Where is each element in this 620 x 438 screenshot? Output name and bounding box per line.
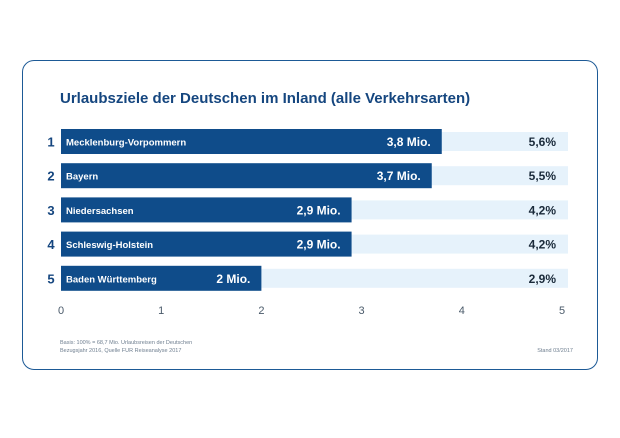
rank-label: 3 bbox=[47, 203, 54, 218]
value-label: 2,9 Mio. bbox=[297, 238, 341, 252]
category-label: Schleswig-Holstein bbox=[66, 240, 153, 251]
rank-label: 4 bbox=[47, 237, 55, 252]
value-label: 3,7 Mio. bbox=[377, 169, 421, 183]
footnote-basis: Basis: 100% = 68,7 Mio. Urlaubsreisen de… bbox=[60, 340, 193, 346]
rank-label: 2 bbox=[47, 169, 54, 184]
x-tick-label: 3 bbox=[359, 305, 365, 317]
x-tick-label: 4 bbox=[459, 305, 465, 317]
percent-label: 5,5% bbox=[529, 169, 557, 183]
value-label: 2,9 Mio. bbox=[297, 203, 341, 217]
data-bar bbox=[61, 163, 432, 189]
x-tick-label: 2 bbox=[258, 305, 264, 317]
category-label: Mecklenburg-Vorpommern bbox=[66, 138, 186, 149]
data-bar bbox=[61, 265, 262, 291]
chart-title: Urlaubsziele der Deutschen im Inland (al… bbox=[60, 90, 471, 107]
data-bar bbox=[61, 231, 352, 257]
footnote: Basis: 100% = 68,7 Mio. Urlaubsreisen de… bbox=[60, 339, 192, 355]
x-tick-label: 5 bbox=[559, 305, 565, 317]
percent-label: 4,2% bbox=[529, 203, 557, 217]
data-bar bbox=[61, 129, 442, 154]
rank-label: 5 bbox=[47, 271, 54, 286]
percent-label: 4,2% bbox=[529, 238, 557, 252]
data-bar bbox=[61, 197, 352, 223]
value-label: 3,8 Mio. bbox=[387, 135, 431, 149]
category-label: Niedersachsen bbox=[66, 206, 134, 217]
value-label: 2 Mio. bbox=[216, 272, 250, 286]
x-tick-label: 0 bbox=[58, 305, 64, 317]
percent-label: 5,6% bbox=[529, 135, 557, 149]
footnote-stand: Stand 03/2017 bbox=[537, 348, 573, 354]
category-label: Baden Württemberg bbox=[66, 274, 157, 285]
percent-label: 2,9% bbox=[529, 272, 557, 286]
rank-label: 1 bbox=[47, 135, 54, 150]
category-label: Bayern bbox=[66, 172, 98, 183]
footnote-source: Bezugsjahr 2016, Quelle FUR Reiseanalyse… bbox=[60, 348, 182, 354]
x-tick-label: 1 bbox=[158, 305, 164, 317]
